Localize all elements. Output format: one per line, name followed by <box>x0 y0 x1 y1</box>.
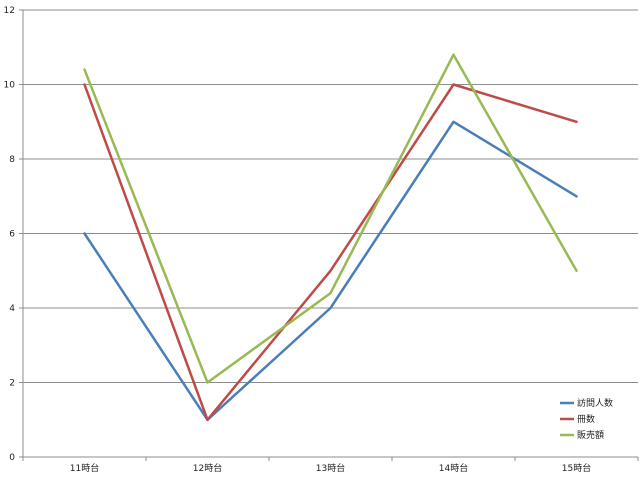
y-tick-label: 0 <box>9 453 15 463</box>
series-lines <box>83 53 578 422</box>
y-tick-label: 2 <box>9 379 15 389</box>
series-line-3 <box>83 53 578 384</box>
y-tick-label: 10 <box>4 81 16 91</box>
y-tick-label: 8 <box>9 155 15 165</box>
x-tick-label: 13時台 <box>316 462 345 474</box>
y-tick-label: 6 <box>9 230 15 240</box>
gridlines <box>23 9 638 383</box>
y-tick-label: 4 <box>9 304 15 314</box>
x-tick-label: 15時台 <box>562 462 591 474</box>
axes: 0 2 4 6 8 10 12 11時台 12時台 13時台 14時台 15時台 <box>4 6 639 474</box>
legend-entry-label: 冊数 <box>577 413 595 425</box>
x-tick-label: 14時台 <box>439 462 468 474</box>
legend-entry-label: 販売額 <box>577 429 604 441</box>
series-line-2 <box>83 83 578 422</box>
series-line-1 <box>83 120 578 422</box>
x-tick-label: 12時台 <box>193 462 222 474</box>
x-tick-label: 11時台 <box>70 462 99 474</box>
legend-entry-label: 訪問人数 <box>577 397 613 409</box>
y-tick-label: 12 <box>4 6 15 16</box>
